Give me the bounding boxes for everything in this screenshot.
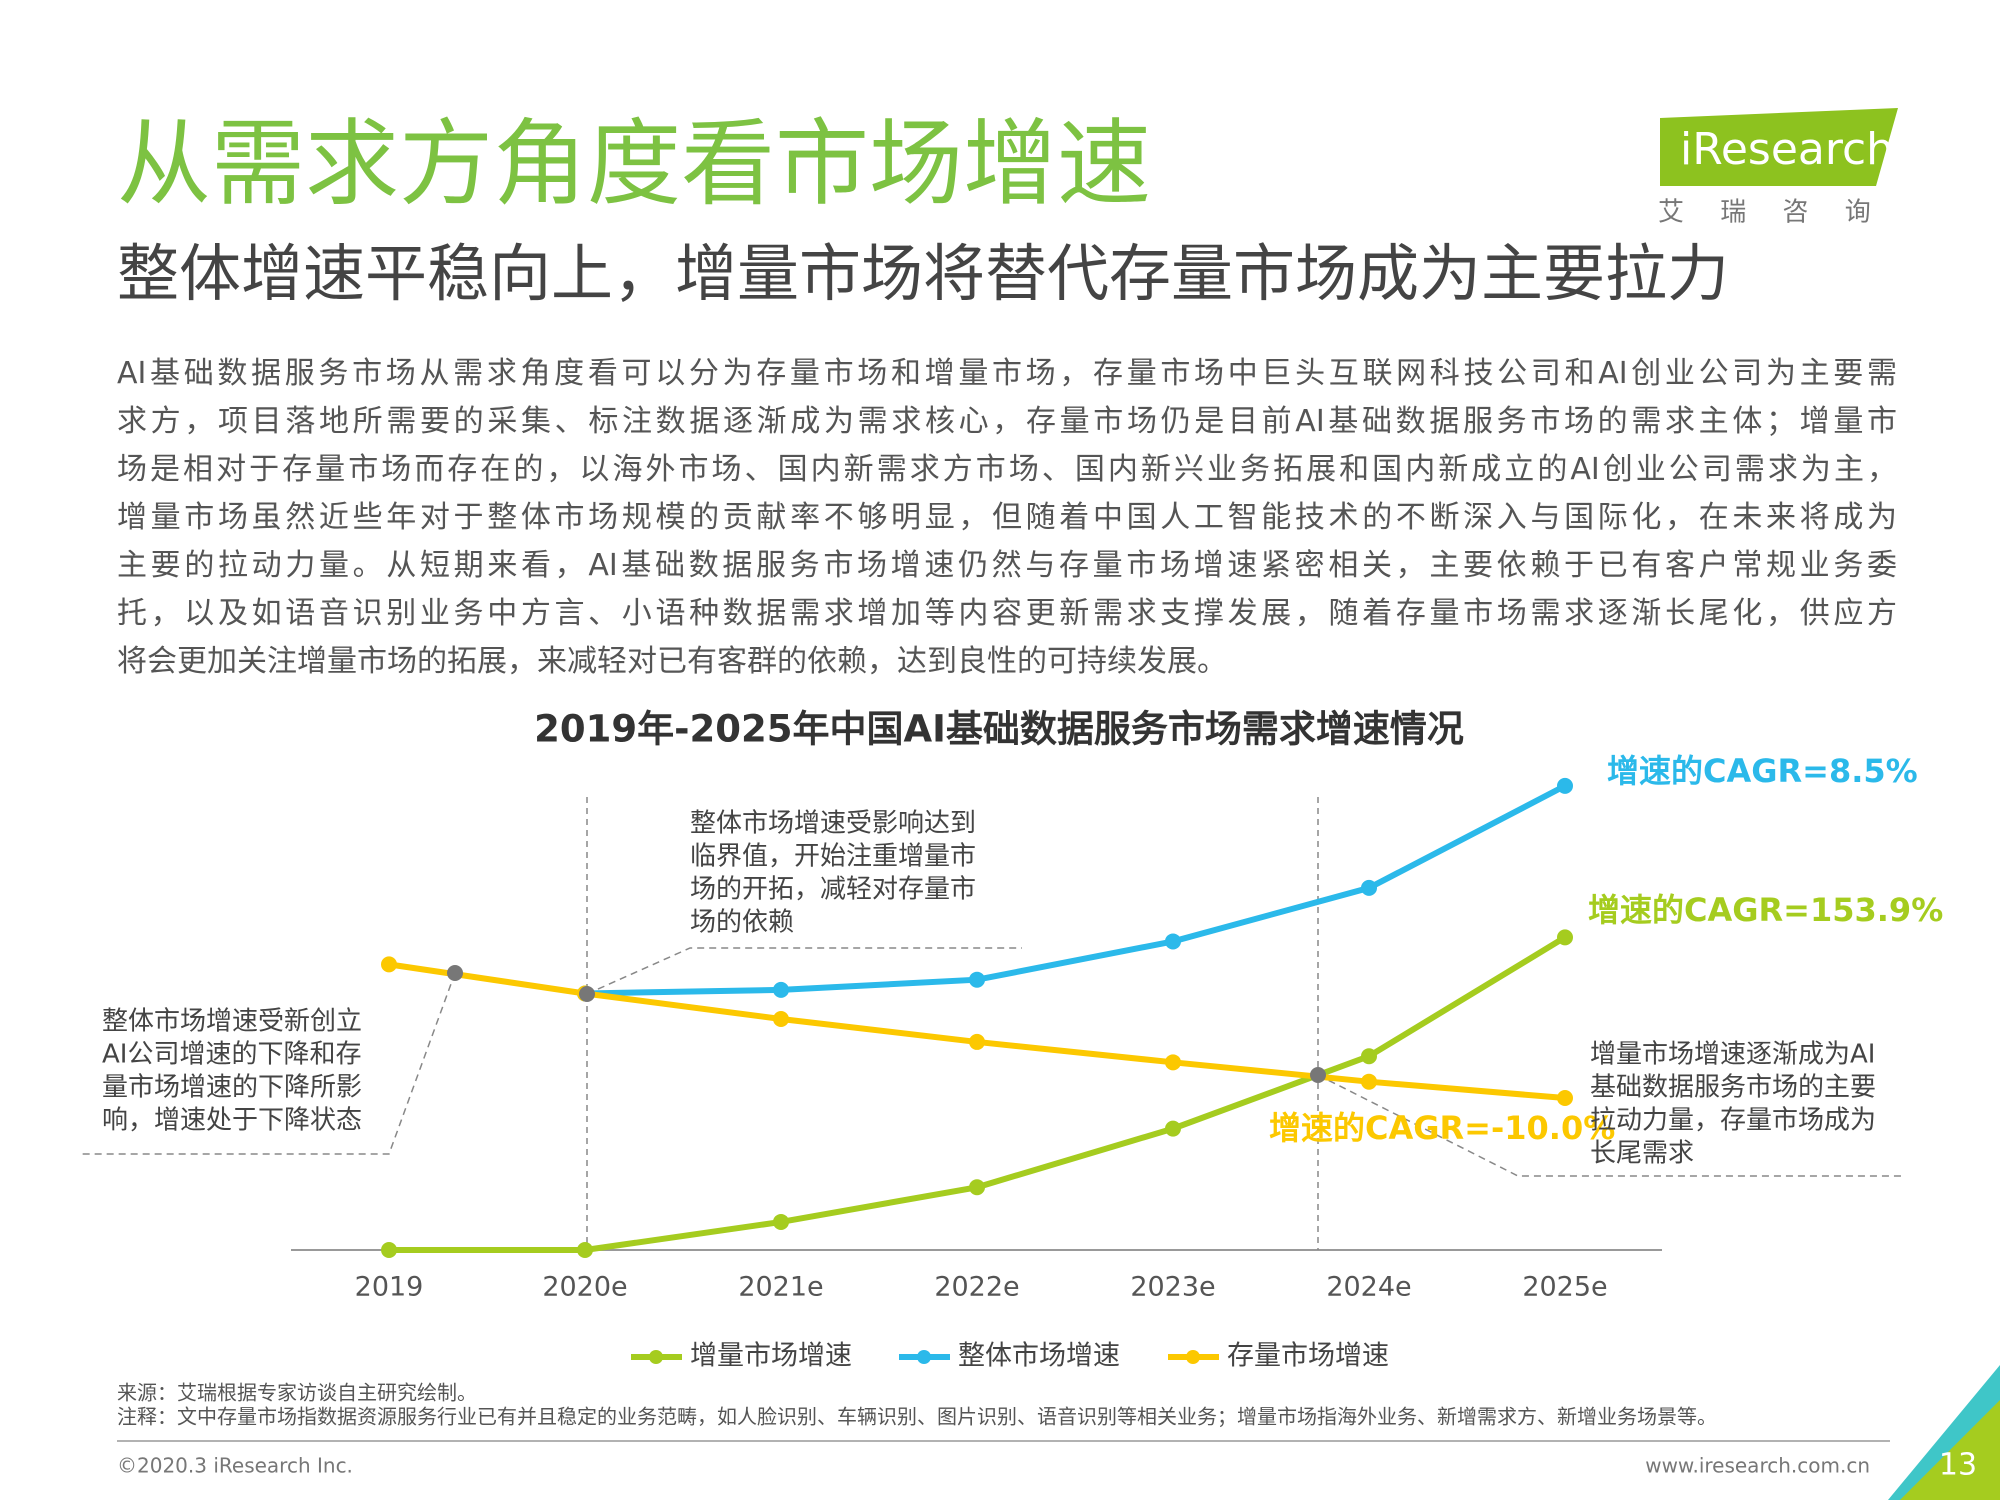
annotation-line: 基础数据服务市场的主要: [1590, 1073, 1876, 1103]
paragraph-line: 将会更加关注增量市场的拓展，来减轻对已有客群的依赖，达到良性的可持续发展。: [117, 644, 1227, 679]
legend-label: 整体市场增速: [958, 1341, 1120, 1372]
annotation-line: 整体市场增速受新创立: [102, 1007, 362, 1037]
annotation-line: 量市场增速的下降所影: [102, 1073, 362, 1103]
source: 来源：艾瑞根据专家访谈自主研究绘制。: [117, 1381, 477, 1405]
annotation-line: AI公司增速的下降和存: [102, 1040, 361, 1070]
legend-swatch: [1186, 1350, 1200, 1364]
slide-title: 从需求方角度看市场增速: [117, 110, 1151, 219]
annotation-line: 整体市场增速受影响达到: [690, 809, 976, 839]
paragraph-line: 托，以及如语音识别业务中方言、小语种数据需求增加等内容更新需求支撑发展，随着存量…: [117, 596, 1897, 631]
point: [1165, 1120, 1181, 1137]
annotation-line: 场的开拓，减轻对存量市: [690, 875, 976, 905]
point: [381, 956, 397, 973]
point: [773, 1213, 789, 1230]
leader-line: [1317, 1074, 1904, 1177]
point: [1557, 777, 1573, 794]
url: www.iresearch.com.cn: [1645, 1454, 1870, 1478]
point: [969, 971, 985, 988]
paragraph-line: AI基础数据服务市场从需求角度看可以分为存量市场和增量市场，存量市场中巨头互联网…: [117, 356, 1897, 391]
annotation-line: 场的依赖: [690, 908, 794, 938]
point: [1557, 929, 1573, 946]
marker: [1310, 1067, 1326, 1083]
corner-decor: [1900, 1400, 2000, 1500]
point: [1361, 1073, 1377, 1090]
annotation-line: 长尾需求: [1590, 1139, 1694, 1169]
point: [1165, 1054, 1181, 1071]
x-tick-label: 2021e: [738, 1272, 823, 1303]
marker: [447, 965, 463, 981]
logo-box: [1660, 108, 1898, 186]
cagr-label: 增速的CAGR=-10.0%: [1269, 1109, 1615, 1147]
x-tick-label: 2024e: [1326, 1272, 1411, 1303]
paragraph-line: 主要的拉动力量。从短期来看，AI基础数据服务市场增速仍然与存量市场增速紧密相关，…: [117, 548, 1897, 583]
copyright: ©2020.3 iResearch Inc.: [117, 1454, 353, 1478]
logo-chinese: 艾 瑞 咨 询: [1658, 198, 1885, 228]
x-tick-label: 2020e: [542, 1272, 627, 1303]
logo-brand: iResearch: [1680, 124, 1894, 175]
point: [577, 1242, 593, 1258]
cagr-label: 增速的CAGR=8.5%: [1607, 752, 1918, 790]
paragraph-line: 求方，项目落地所需要的采集、标注数据逐渐成为需求核心，存量市场仍是目前AI基础数…: [117, 404, 1897, 439]
point: [969, 1179, 985, 1196]
paragraph: AI基础数据服务市场从需求角度看可以分为存量市场和增量市场，存量市场中巨头互联网…: [117, 350, 1897, 686]
point: [773, 1010, 789, 1027]
page-number: 13: [1939, 1448, 1977, 1483]
annotation-line: 临界值，开始注重增量市: [690, 842, 976, 872]
x-tick-label: 2022e: [934, 1272, 1019, 1303]
legend-swatch: [649, 1350, 663, 1364]
point: [1165, 933, 1181, 950]
legend-label: 增量市场增速: [690, 1341, 852, 1372]
series-line: [584, 783, 1567, 997]
marker: [579, 986, 595, 1002]
plot: [381, 777, 1573, 1258]
legend-label: 存量市场增速: [1227, 1341, 1389, 1372]
point: [969, 1033, 985, 1050]
annotation-line: 增量市场增速逐渐成为AI: [1590, 1040, 1875, 1070]
point: [381, 1242, 397, 1258]
point: [1557, 1090, 1573, 1107]
point: [773, 981, 789, 998]
paragraph-line: 增量市场虽然近些年对于整体市场规模的贡献率不够明显，但随着中国人工智能技术的不断…: [117, 500, 1897, 535]
legend-swatch: [917, 1350, 931, 1364]
point: [1361, 879, 1377, 896]
x-tick-label: 2023e: [1130, 1272, 1215, 1303]
annotation-line: 响，增速处于下降状态: [102, 1106, 362, 1136]
paragraph-line: 场是相对于存量市场而存在的，以海外市场、国内新需求方市场、国内新兴业务拓展和国内…: [117, 452, 1897, 487]
leader-line: [79, 972, 456, 1155]
cagr-label: 增速的CAGR=153.9%: [1588, 891, 1943, 929]
annotation-line: 拉动力量，存量市场成为: [1590, 1106, 1876, 1136]
slide-subtitle: 整体增速平稳向上，增量市场将替代存量市场成为主要拉力: [117, 237, 1729, 310]
note: 注释：文中存量市场指数据资源服务行业已有并且稳定的业务范畴，如人脸识别、车辆识别…: [117, 1405, 1717, 1429]
leader-line: [586, 947, 1022, 995]
x-tick-label: 2025e: [1522, 1272, 1607, 1303]
chart-title: 2019年-2025年中国AI基础数据服务市场需求增速情况: [534, 708, 1464, 751]
point: [1361, 1048, 1377, 1065]
x-tick-label: 2019: [355, 1272, 424, 1303]
